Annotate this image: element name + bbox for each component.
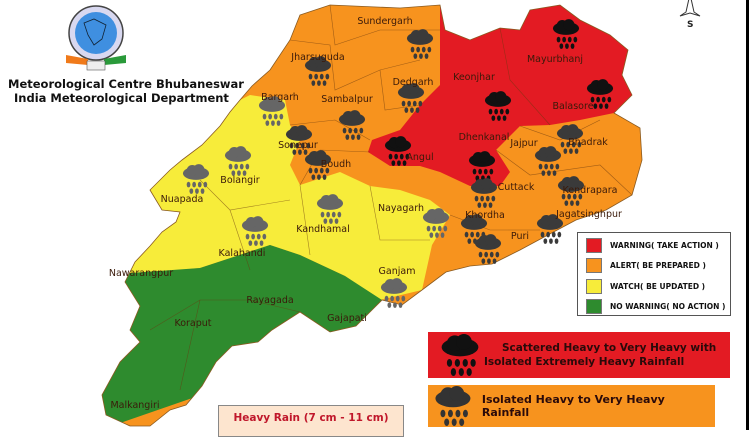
district-label-angul: Angul (406, 152, 433, 163)
district-label-sambalpur: Sambalpur (321, 94, 373, 105)
very-heavy-rain-banner: Isolated Heavy to Very Heavy Rainfall (428, 385, 715, 427)
legend-swatch (586, 278, 602, 294)
legend-swatch (586, 298, 602, 314)
legend-label: WATCH( BE UPDATED ) (610, 281, 706, 291)
banner-red-line-2: Isolated Extremely Heavy Rainfall (484, 356, 685, 368)
legend-label: NO WARNING( NO ACTION ) (610, 301, 726, 311)
district-label-malkangiri: Malkangiri (110, 400, 159, 411)
district-label-dedgarh: Dedgarh (393, 77, 434, 88)
no-warning-zone (102, 245, 382, 426)
legend-item-no-warning: NO WARNING( NO ACTION ) (586, 298, 726, 314)
district-label-ganjam: Ganjam (379, 266, 416, 277)
legend-label: ALERT( BE PREPARED ) (610, 260, 706, 270)
legend-swatch (586, 237, 602, 253)
extremely-heavy-rain-banner: Scattered Heavy to Very Heavy with Isolat… (428, 332, 730, 378)
district-label-keonjhar: Keonjhar (453, 72, 495, 83)
legend-swatch (586, 257, 602, 273)
district-label-balasore: Balasore (552, 101, 593, 112)
district-label-jagatsinghpur: Jagatsinghpur (555, 209, 622, 220)
legend: WARNING( TAKE ACTION ) ALERT( BE PREPARE… (577, 232, 731, 316)
district-label-nayagarh: Nayagarh (378, 203, 424, 214)
district-label-jajpur: Jajpur (509, 138, 537, 149)
banner-orange-text: Isolated Heavy to Very Heavy Rainfall (481, 393, 665, 419)
district-label-rayagada: Rayagada (246, 295, 293, 306)
district-label-bolangir: Bolangir (220, 175, 259, 186)
district-label-bargarh: Bargarh (261, 92, 299, 103)
grey-rain-cloud-icon (434, 386, 472, 426)
legend-label: WARNING( TAKE ACTION ) (610, 240, 719, 250)
district-label-nuapada: Nuapada (161, 194, 204, 205)
legend-item-watch: WATCH( BE UPDATED ) (586, 278, 706, 294)
imd-emblem-icon (58, 3, 134, 75)
district-label-puri: Puri (511, 231, 529, 242)
right-border (746, 0, 749, 430)
watch-zone (120, 95, 450, 300)
district-label-nawarangpur: Nawarangpur (109, 268, 173, 279)
district-label-jharsuguda: Jharsuguda (290, 52, 344, 63)
district-label-gajapati: Gajapati (327, 313, 367, 324)
district-label-mayurbhanj: Mayurbhanj (527, 54, 583, 65)
legend-item-alert: ALERT( BE PREPARED ) (586, 257, 706, 273)
compass-label: S (687, 20, 694, 30)
warning-zone (368, 5, 642, 186)
district-label-boudh: Boudh (321, 159, 351, 170)
district-label-kalahandi: Kalahandi (219, 248, 266, 259)
district-label-sonepur: Sonepur (278, 140, 318, 151)
legend-item-warning: WARNING( TAKE ACTION ) (586, 237, 719, 253)
district-label-koraput: Koraput (174, 318, 211, 329)
district-label-sundergarh: Sundergarh (357, 16, 412, 27)
district-label-kendrapara: Kendrapara (563, 185, 618, 196)
header-line-2: India Meteorological Department (14, 91, 229, 105)
header-line-1: Meteorological Centre Bhubaneswar (8, 77, 244, 91)
north-arrow-icon: S (678, 0, 702, 34)
district-label-khordha: Khordha (465, 210, 505, 221)
district-label-kandhamal: Kandhamal (296, 224, 350, 235)
district-label-cuttack: Cuttack (498, 182, 535, 193)
heavy-rain-box: Heavy Rain (7 cm - 11 cm) (218, 405, 404, 437)
banner-red-line-1: Scattered Heavy to Very Heavy with (502, 342, 717, 354)
district-label-bhadrak: Bhadrak (568, 137, 608, 148)
district-label-dhenkanal: Dhenkanal (459, 132, 510, 143)
black-rain-cloud-icon (440, 334, 480, 376)
district-labels: Sundergarh Jharsuguda Dedgarh Keonjhar Mayur… (109, 16, 622, 411)
